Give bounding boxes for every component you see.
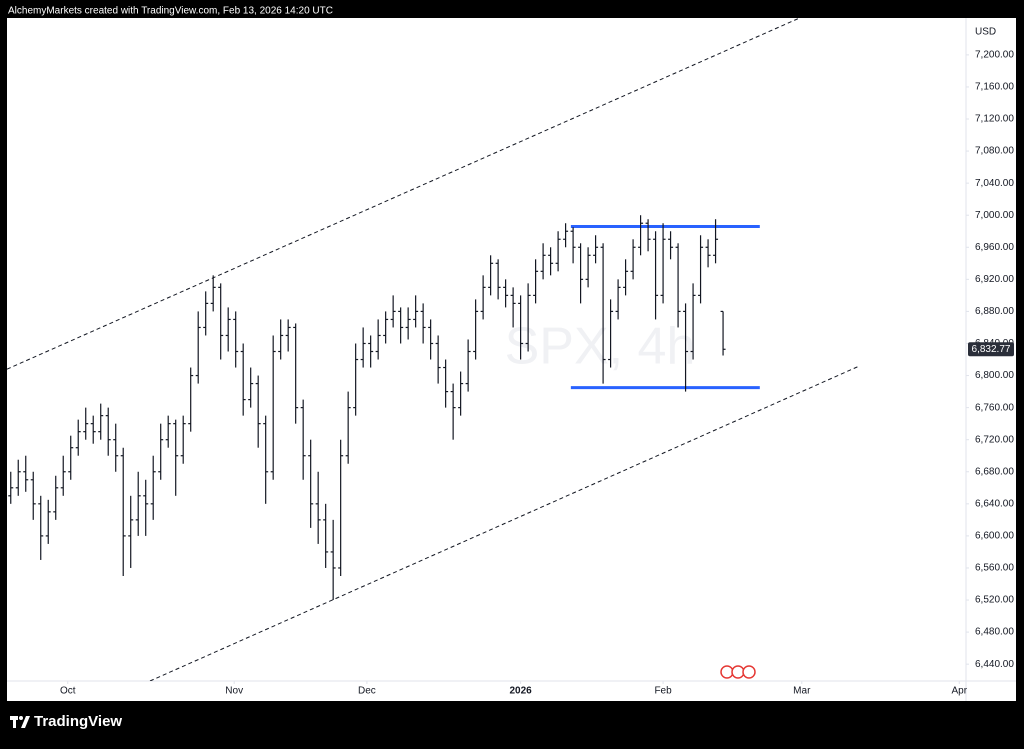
x-tick-label: Feb xyxy=(654,686,672,697)
event-icon xyxy=(742,665,756,679)
last-value-box xyxy=(968,342,1014,357)
y-tick-label: 6,440.00 xyxy=(975,659,1014,670)
y-tick-label: 6,920.00 xyxy=(975,274,1014,285)
events xyxy=(720,665,756,679)
y-tick-label: 7,120.00 xyxy=(975,114,1014,125)
tv-logo: TradingView xyxy=(10,713,122,730)
y-tick-label: 7,160.00 xyxy=(975,82,1014,93)
y-tick-label: 6,600.00 xyxy=(975,531,1014,542)
y-tick-label: 6,720.00 xyxy=(975,434,1014,445)
logo-shape xyxy=(21,716,30,728)
y-tick-label: 6,480.00 xyxy=(975,627,1014,638)
x-tick-label: 2026 xyxy=(509,686,532,697)
y-tick-label: 6,760.00 xyxy=(975,402,1014,413)
x-tick-label: Apr xyxy=(951,686,967,697)
y-tick-label: 7,080.00 xyxy=(975,146,1014,157)
y-tick-label: 6,880.00 xyxy=(975,306,1014,317)
channel-line xyxy=(7,18,800,370)
currency-label: USD xyxy=(975,27,996,38)
x-tick-label: Oct xyxy=(60,686,76,697)
logo-shape xyxy=(19,716,23,720)
y-tick-label: 6,680.00 xyxy=(975,466,1014,477)
y-tick-label: 7,000.00 xyxy=(975,210,1014,221)
y-tick-label: 7,040.00 xyxy=(975,178,1014,189)
chart-panel xyxy=(7,18,1016,701)
y-tick-label: 6,960.00 xyxy=(975,242,1014,253)
last-value-label: 6,832.77 xyxy=(972,344,1011,355)
event-icon xyxy=(731,665,745,679)
y-tick-label: 6,640.00 xyxy=(975,498,1014,509)
x-tick-label: Dec xyxy=(358,686,376,697)
y-tick-label: 7,200.00 xyxy=(975,50,1014,61)
channel-line xyxy=(149,365,860,681)
x-tick-label: Nov xyxy=(225,686,243,697)
watermark: SPX, 4h xyxy=(505,318,696,376)
y-tick-label: 6,800.00 xyxy=(975,370,1014,381)
plot xyxy=(7,18,860,681)
logo-text: TradingView xyxy=(34,713,122,730)
y-tick-label: 6,560.00 xyxy=(975,563,1014,574)
header-text: AlchemyMarkets created with TradingView.… xyxy=(8,6,333,17)
x-tick-label: Mar xyxy=(793,686,811,697)
event-icon xyxy=(720,665,734,679)
logo-shape xyxy=(13,716,16,728)
y-tick-label: 6,520.00 xyxy=(975,595,1014,606)
